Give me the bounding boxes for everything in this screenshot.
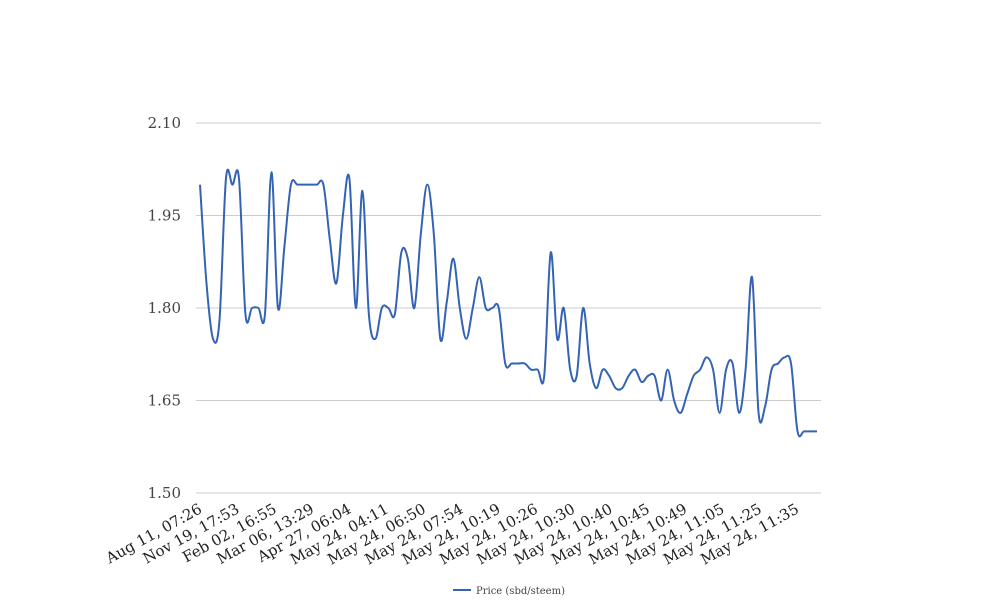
series-layer [199,168,817,438]
legend: Price (sbd/steem) [453,586,565,597]
y-tick-label: 1.50 [148,484,181,502]
y-tick-label: 2.10 [148,114,181,132]
y-tick-label: 1.80 [148,299,181,317]
grid-lines [196,122,821,494]
legend-label: Price (sbd/steem) [476,586,565,597]
y-tick-label: 1.95 [148,207,181,225]
series-line-price [199,168,817,438]
y-tick-label: 1.65 [148,392,181,410]
y-axis: 1.50 1.65 1.80 1.95 2.10 [148,114,181,502]
